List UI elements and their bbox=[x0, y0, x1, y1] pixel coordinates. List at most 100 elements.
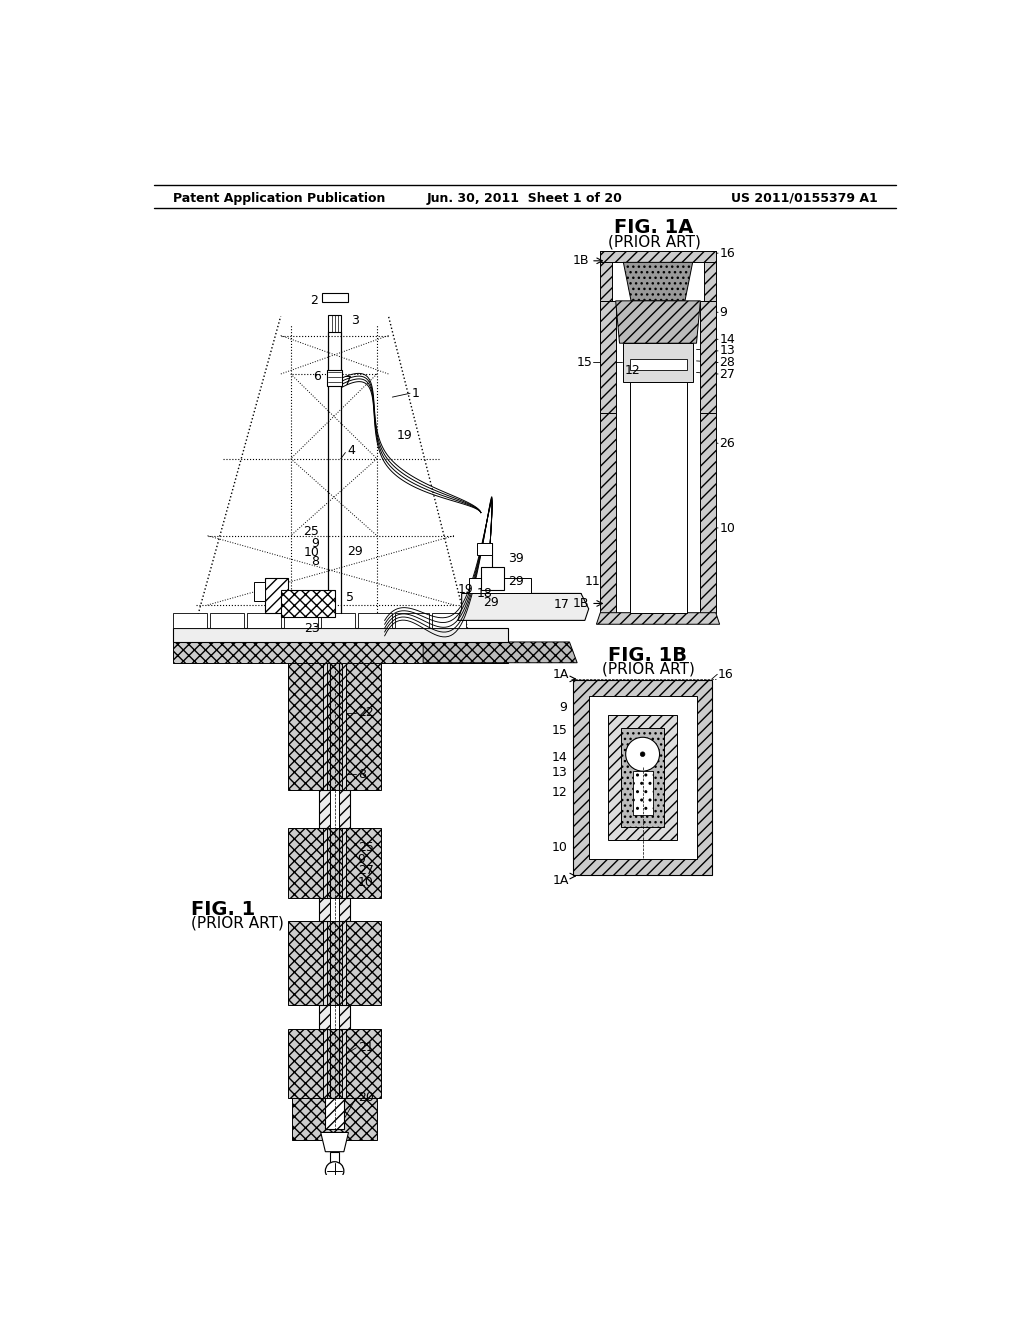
Polygon shape bbox=[323, 663, 327, 789]
Text: 9: 9 bbox=[357, 853, 366, 866]
Text: 10: 10 bbox=[551, 841, 567, 854]
Polygon shape bbox=[289, 663, 381, 789]
Text: (PRIOR ART): (PRIOR ART) bbox=[601, 661, 694, 676]
Polygon shape bbox=[289, 829, 381, 898]
Bar bbox=[630, 359, 686, 370]
Text: 11: 11 bbox=[585, 576, 601, 589]
Bar bbox=[330, 898, 339, 921]
Bar bbox=[469, 578, 531, 594]
Bar bbox=[284, 612, 317, 628]
Bar bbox=[481, 566, 500, 578]
Bar bbox=[254, 582, 265, 601]
Polygon shape bbox=[700, 412, 716, 612]
Text: Jun. 30, 2011  Sheet 1 of 20: Jun. 30, 2011 Sheet 1 of 20 bbox=[427, 191, 623, 205]
Text: 6: 6 bbox=[313, 370, 321, 383]
Text: 17: 17 bbox=[554, 598, 570, 611]
Polygon shape bbox=[319, 789, 350, 829]
Polygon shape bbox=[289, 921, 381, 1006]
Text: 29: 29 bbox=[483, 597, 499, 610]
Text: 9: 9 bbox=[311, 537, 319, 550]
Text: 16: 16 bbox=[718, 668, 734, 681]
Bar bbox=[173, 612, 207, 628]
Bar bbox=[477, 544, 493, 554]
Bar bbox=[330, 1006, 339, 1028]
Text: 3: 3 bbox=[351, 314, 358, 326]
Polygon shape bbox=[319, 898, 350, 921]
Bar bbox=[589, 696, 696, 859]
Text: US 2011/0155379 A1: US 2011/0155379 A1 bbox=[731, 191, 878, 205]
Text: 22: 22 bbox=[357, 706, 374, 719]
Bar bbox=[630, 381, 686, 612]
Text: 10: 10 bbox=[303, 546, 319, 560]
Text: 10: 10 bbox=[357, 875, 374, 888]
Text: 25: 25 bbox=[303, 525, 319, 539]
Bar bbox=[394, 612, 429, 628]
Text: 27: 27 bbox=[720, 367, 735, 380]
Bar bbox=[326, 1098, 344, 1129]
Bar bbox=[265, 578, 289, 612]
Text: 27: 27 bbox=[357, 865, 374, 878]
Text: (PRIOR ART): (PRIOR ART) bbox=[607, 234, 700, 249]
Bar bbox=[357, 612, 391, 628]
Bar bbox=[173, 628, 508, 642]
Bar bbox=[634, 771, 652, 816]
Text: 4: 4 bbox=[347, 445, 354, 458]
Polygon shape bbox=[423, 642, 578, 663]
Bar bbox=[608, 715, 677, 840]
Circle shape bbox=[640, 752, 645, 756]
Text: 14: 14 bbox=[720, 333, 735, 346]
Polygon shape bbox=[321, 1133, 348, 1151]
Bar bbox=[600, 251, 716, 263]
Polygon shape bbox=[573, 681, 712, 874]
Polygon shape bbox=[600, 301, 615, 412]
Text: 8: 8 bbox=[311, 556, 319, 569]
Text: 9: 9 bbox=[559, 701, 567, 714]
Polygon shape bbox=[624, 263, 692, 301]
Bar bbox=[624, 343, 692, 381]
Text: 1A: 1A bbox=[553, 874, 569, 887]
Text: 26: 26 bbox=[720, 437, 735, 450]
Text: 28: 28 bbox=[720, 356, 735, 370]
Text: 10: 10 bbox=[720, 521, 735, 535]
Text: 7: 7 bbox=[344, 375, 352, 388]
Polygon shape bbox=[323, 1028, 327, 1098]
Text: 8: 8 bbox=[357, 768, 366, 781]
Bar bbox=[481, 566, 504, 590]
Text: (PRIOR ART): (PRIOR ART) bbox=[190, 916, 284, 931]
Text: 18: 18 bbox=[477, 587, 493, 601]
Text: 19: 19 bbox=[396, 429, 412, 442]
Polygon shape bbox=[173, 642, 508, 663]
Text: 1A: 1A bbox=[553, 668, 569, 681]
Bar bbox=[329, 314, 341, 331]
Text: 16: 16 bbox=[720, 247, 735, 260]
Polygon shape bbox=[342, 1028, 346, 1098]
Text: 12: 12 bbox=[551, 785, 567, 799]
Polygon shape bbox=[342, 921, 346, 1006]
Text: 1B: 1B bbox=[573, 597, 590, 610]
Text: 5: 5 bbox=[346, 591, 354, 603]
Text: FIG. 1A: FIG. 1A bbox=[614, 218, 694, 238]
Circle shape bbox=[326, 1162, 344, 1180]
Text: FIG. 1B: FIG. 1B bbox=[608, 645, 687, 664]
Polygon shape bbox=[323, 829, 327, 898]
Polygon shape bbox=[342, 829, 346, 898]
Polygon shape bbox=[289, 1028, 381, 1098]
Text: 23: 23 bbox=[304, 622, 319, 635]
Circle shape bbox=[626, 738, 659, 771]
Polygon shape bbox=[323, 921, 327, 1006]
Polygon shape bbox=[292, 1098, 377, 1140]
Polygon shape bbox=[319, 1006, 350, 1028]
Text: 21: 21 bbox=[357, 1041, 374, 1055]
Bar bbox=[327, 370, 342, 385]
Text: Patent Application Publication: Patent Application Publication bbox=[173, 191, 385, 205]
Text: 1: 1 bbox=[412, 387, 420, 400]
Text: FIG. 1: FIG. 1 bbox=[190, 900, 255, 919]
Polygon shape bbox=[600, 412, 615, 612]
Bar bbox=[322, 293, 348, 302]
Bar bbox=[330, 1151, 339, 1163]
Polygon shape bbox=[615, 301, 700, 343]
Bar bbox=[247, 612, 281, 628]
Text: 15: 15 bbox=[577, 356, 593, 370]
Polygon shape bbox=[600, 251, 611, 301]
Bar bbox=[321, 612, 354, 628]
